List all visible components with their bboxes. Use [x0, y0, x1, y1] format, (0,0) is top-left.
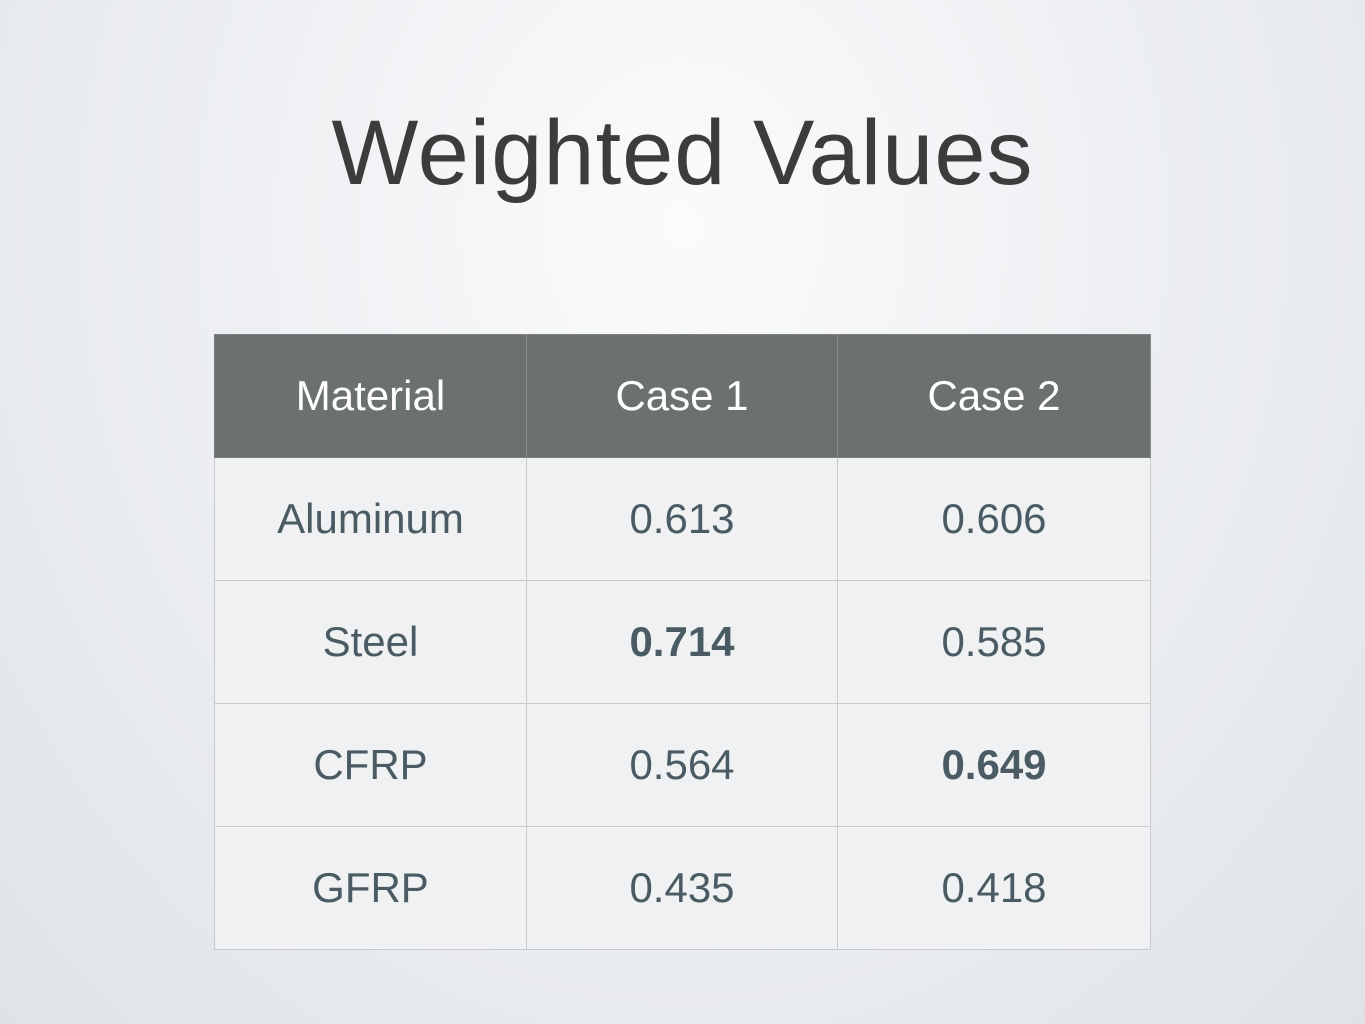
cell-case-1: 0.564	[526, 703, 838, 827]
cell-material: GFRP	[214, 826, 527, 950]
cell-case-2: 0.606	[837, 457, 1151, 581]
cell-case-1: 0.435	[526, 826, 838, 950]
cell-material: Aluminum	[214, 457, 527, 581]
cell-material: CFRP	[214, 703, 527, 827]
header-case-2: Case 2	[837, 334, 1151, 458]
cell-case-2-highlight: 0.649	[837, 703, 1151, 827]
cell-case-2: 0.418	[837, 826, 1151, 950]
cell-material: Steel	[214, 580, 527, 704]
cell-case-2: 0.585	[837, 580, 1151, 704]
table-row: Steel 0.714 0.585	[214, 580, 1151, 704]
cell-case-1: 0.613	[526, 457, 838, 581]
table-row: GFRP 0.435 0.418	[214, 826, 1151, 950]
weighted-values-table: Material Case 1 Case 2 Aluminum 0.613 0.…	[214, 334, 1151, 950]
weighted-values-table-container: Material Case 1 Case 2 Aluminum 0.613 0.…	[214, 334, 1151, 950]
header-case-1: Case 1	[526, 334, 838, 458]
table-row: Aluminum 0.613 0.606	[214, 457, 1151, 581]
table-row: CFRP 0.564 0.649	[214, 703, 1151, 827]
table-header-row: Material Case 1 Case 2	[214, 334, 1151, 458]
cell-case-1-highlight: 0.714	[526, 580, 838, 704]
header-material: Material	[214, 334, 527, 458]
slide-title: Weighted Values	[331, 102, 1034, 204]
